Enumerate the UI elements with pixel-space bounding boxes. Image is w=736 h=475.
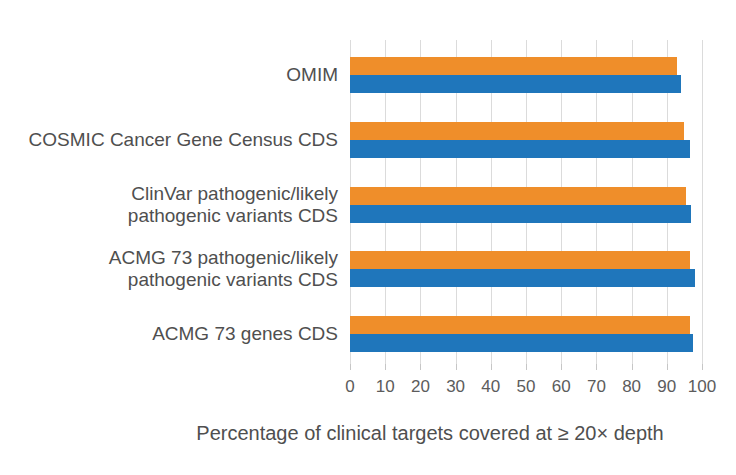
category-label-line: COSMIC Cancer Gene Census CDS bbox=[0, 129, 338, 151]
x-tick-label-40: 40 bbox=[481, 377, 500, 397]
category-label-1: COSMIC Cancer Gene Census CDS bbox=[0, 129, 338, 151]
x-tick-label-50: 50 bbox=[517, 377, 536, 397]
category-label-line: ClinVar pathogenic/likely bbox=[0, 183, 338, 205]
category-label-line: ACMG 73 genes CDS bbox=[0, 323, 338, 345]
x-tick-label-100: 100 bbox=[688, 377, 716, 397]
plot-area bbox=[350, 40, 702, 364]
x-tick-label-80: 80 bbox=[622, 377, 641, 397]
gridline-100 bbox=[702, 40, 703, 364]
x-axis-label: Percentage of clinical targets covered a… bbox=[127, 422, 733, 445]
category-label-2: ClinVar pathogenic/likelypathogenic vari… bbox=[0, 183, 338, 227]
x-tick-100 bbox=[702, 364, 703, 370]
bar-top-orange-0 bbox=[350, 57, 677, 75]
category-label-4: ACMG 73 genes CDS bbox=[0, 323, 338, 345]
bar-bottom-blue-3 bbox=[350, 269, 695, 287]
x-tick-label-70: 70 bbox=[587, 377, 606, 397]
x-tick-label-10: 10 bbox=[376, 377, 395, 397]
bar-top-orange-3 bbox=[350, 251, 690, 269]
bar-bottom-blue-4 bbox=[350, 334, 693, 352]
bar-top-orange-4 bbox=[350, 316, 690, 334]
x-tick-30 bbox=[456, 364, 457, 370]
x-tick-label-20: 20 bbox=[411, 377, 430, 397]
category-label-line: pathogenic variants CDS bbox=[0, 205, 338, 227]
x-tick-80 bbox=[632, 364, 633, 370]
category-label-0: OMIM bbox=[0, 64, 338, 86]
figure: Percentage of clinical targets covered a… bbox=[0, 0, 736, 475]
category-label-line: OMIM bbox=[0, 64, 338, 86]
x-tick-90 bbox=[667, 364, 668, 370]
x-tick-label-90: 90 bbox=[657, 377, 676, 397]
bar-bottom-blue-2 bbox=[350, 205, 691, 223]
x-tick-40 bbox=[491, 364, 492, 370]
x-tick-50 bbox=[526, 364, 527, 370]
bar-bottom-blue-0 bbox=[350, 75, 681, 93]
category-label-line: ACMG 73 pathogenic/likely bbox=[0, 247, 338, 269]
bar-top-orange-2 bbox=[350, 187, 686, 205]
x-tick-label-30: 30 bbox=[446, 377, 465, 397]
category-label-line: pathogenic variants CDS bbox=[0, 269, 338, 291]
x-tick-label-0: 0 bbox=[345, 377, 354, 397]
bar-top-orange-1 bbox=[350, 122, 684, 140]
category-label-3: ACMG 73 pathogenic/likelypathogenic vari… bbox=[0, 247, 338, 291]
x-tick-label-60: 60 bbox=[552, 377, 571, 397]
x-tick-10 bbox=[385, 364, 386, 370]
x-tick-60 bbox=[561, 364, 562, 370]
x-tick-70 bbox=[596, 364, 597, 370]
x-tick-20 bbox=[420, 364, 421, 370]
x-tick-0 bbox=[350, 364, 351, 370]
bar-bottom-blue-1 bbox=[350, 140, 690, 158]
